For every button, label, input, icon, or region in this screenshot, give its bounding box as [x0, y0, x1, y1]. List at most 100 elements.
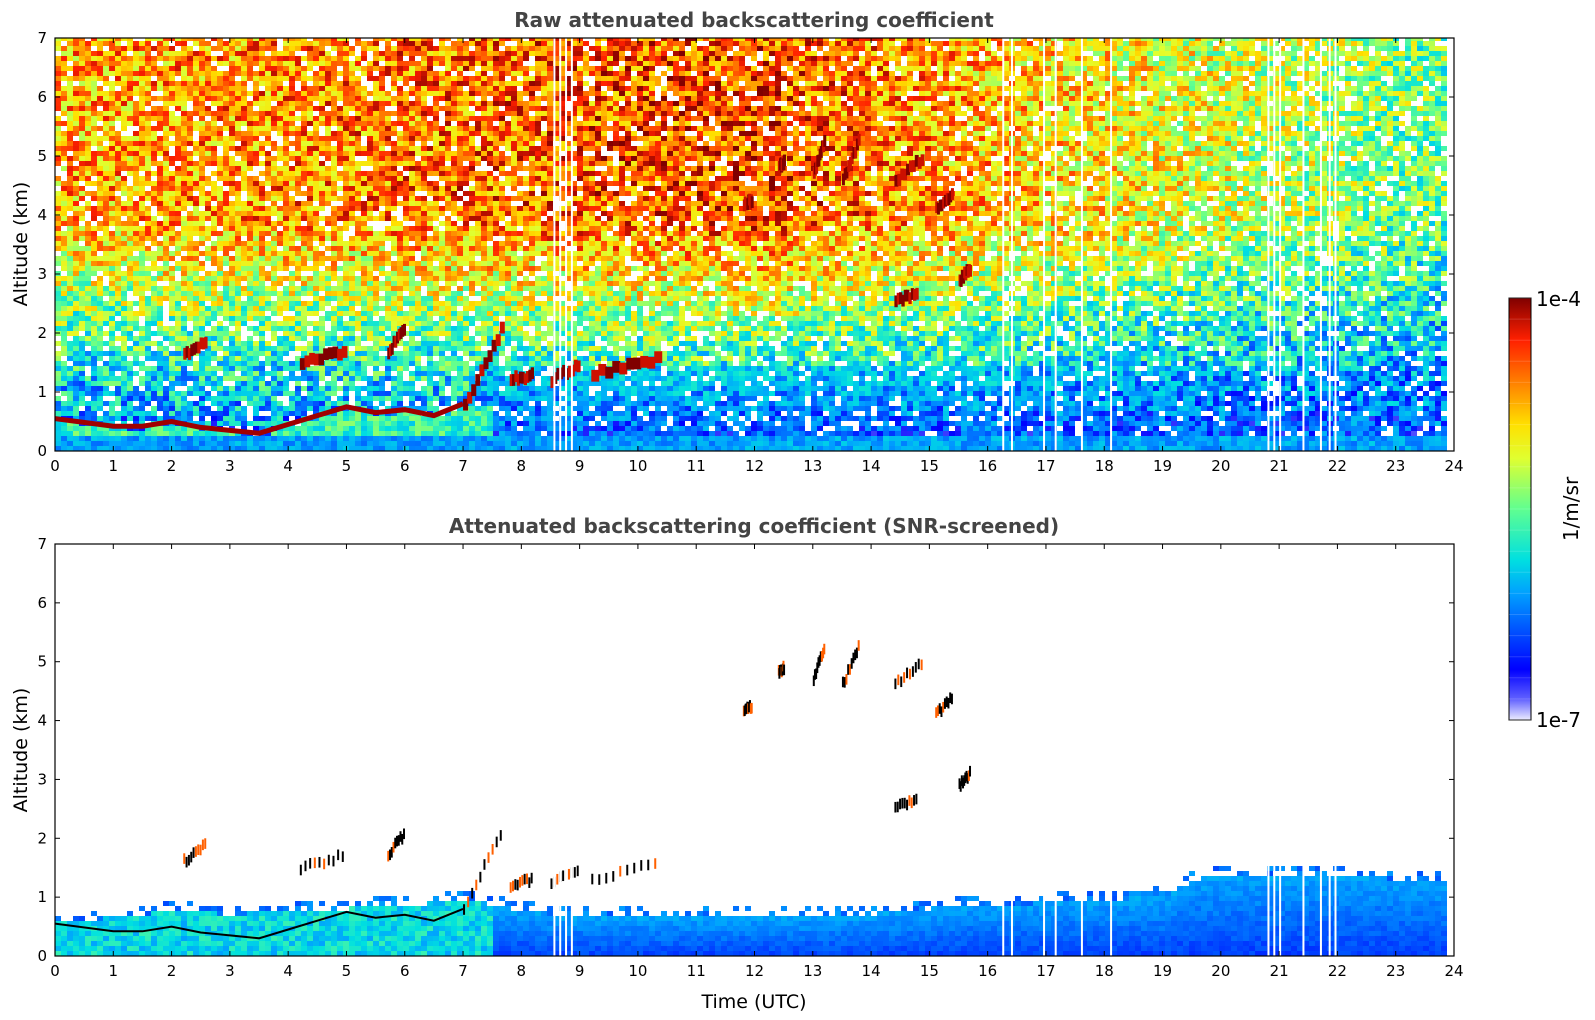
heatmap-cell — [73, 146, 79, 151]
heatmap-cell — [259, 381, 265, 386]
heatmap-cell — [445, 296, 451, 301]
heatmap-cell — [427, 446, 433, 451]
heatmap-cell — [103, 251, 109, 256]
heatmap-cell — [211, 226, 217, 231]
heatmap-cell — [85, 71, 91, 76]
heatmap-cell — [289, 301, 295, 306]
heatmap-cell — [271, 446, 277, 451]
heatmap-cell — [67, 171, 73, 176]
heatmap-cell — [415, 216, 421, 221]
heatmap-cell — [79, 186, 85, 191]
heatmap-cell — [235, 46, 241, 51]
heatmap-cell — [103, 186, 109, 191]
heatmap-cell — [199, 266, 205, 271]
heatmap-cell — [223, 196, 229, 201]
heatmap-cell — [265, 96, 271, 101]
heatmap-cell — [133, 181, 139, 186]
heatmap-cell — [85, 151, 91, 156]
heatmap-cell — [343, 361, 349, 366]
heatmap-cell — [235, 126, 241, 131]
heatmap-cell — [319, 38, 325, 41]
heatmap-cell — [301, 166, 307, 171]
heatmap-cell — [349, 251, 355, 256]
heatmap-cell — [307, 226, 313, 231]
heatmap-cell — [67, 286, 73, 291]
heatmap-cell — [127, 416, 133, 421]
heatmap-cell — [145, 171, 151, 176]
heatmap-cell — [109, 96, 115, 101]
heatmap-cell — [235, 71, 241, 76]
heatmap-cell — [427, 211, 433, 216]
heatmap-cell — [223, 386, 229, 391]
heatmap-cell — [301, 116, 307, 121]
heatmap-cell — [193, 371, 199, 376]
heatmap-cell — [229, 161, 235, 166]
heatmap-cell — [457, 421, 463, 426]
heatmap-cell — [67, 156, 73, 161]
heatmap-cell — [403, 311, 409, 316]
heatmap-cell — [457, 301, 463, 306]
heatmap-cell — [223, 431, 229, 436]
heatmap-cell — [391, 201, 397, 206]
heatmap-cell — [415, 121, 421, 126]
heatmap-cell — [319, 91, 325, 96]
heatmap-cell — [247, 38, 253, 41]
heatmap-cell — [241, 251, 247, 256]
heatmap-cell — [367, 381, 373, 386]
heatmap-cell — [253, 401, 259, 406]
heatmap-cell — [439, 186, 445, 191]
heatmap-cell — [445, 126, 451, 131]
heatmap-cell — [241, 151, 247, 156]
heatmap-cell — [379, 106, 385, 111]
heatmap-cell — [391, 286, 397, 291]
heatmap-cell — [301, 331, 307, 336]
heatmap-cell — [295, 236, 301, 241]
heatmap-cell — [139, 116, 145, 121]
heatmap-cell — [271, 416, 277, 421]
heatmap-cell — [139, 66, 145, 71]
heatmap-cell — [343, 151, 349, 156]
heatmap-cell — [409, 176, 415, 181]
heatmap-cell — [439, 446, 445, 451]
heatmap-cell — [97, 441, 103, 446]
heatmap-cell — [295, 56, 301, 61]
heatmap-cell — [163, 221, 169, 226]
heatmap-cell — [367, 376, 373, 381]
heatmap-cell — [217, 161, 223, 166]
heatmap-cell — [67, 136, 73, 141]
heatmap-cell — [439, 126, 445, 131]
heatmap-cell — [325, 236, 331, 241]
heatmap-cell — [319, 231, 325, 236]
heatmap-cell — [103, 226, 109, 231]
heatmap-cell — [127, 231, 133, 236]
heatmap-cell — [337, 326, 343, 331]
heatmap-cell — [307, 321, 313, 326]
heatmap-cell — [79, 216, 85, 221]
heatmap-cell — [175, 186, 181, 191]
heatmap-cell — [445, 151, 451, 156]
heatmap-cell — [277, 66, 283, 71]
heatmap-cell — [457, 376, 463, 381]
heatmap-cell — [415, 421, 421, 426]
heatmap-cell — [301, 38, 307, 41]
heatmap-cell — [61, 101, 67, 106]
heatmap-cell — [403, 246, 409, 251]
heatmap-cell — [145, 416, 151, 421]
heatmap-cell — [85, 106, 91, 111]
heatmap-cell — [235, 226, 241, 231]
heatmap-cell — [259, 336, 265, 341]
heatmap-cell — [343, 116, 349, 121]
heatmap-cell — [199, 446, 205, 451]
heatmap-cell — [283, 291, 289, 296]
heatmap-cell — [307, 101, 313, 106]
heatmap-cell — [193, 321, 199, 326]
heatmap-cell — [403, 96, 409, 101]
heatmap-cell — [451, 101, 457, 106]
heatmap-cell — [289, 336, 295, 341]
heatmap-cell — [235, 361, 241, 366]
heatmap-cell — [409, 226, 415, 231]
heatmap-cell — [259, 216, 265, 221]
heatmap-cell — [163, 406, 169, 411]
heatmap-cell — [181, 156, 187, 161]
heatmap-cell — [253, 296, 259, 301]
